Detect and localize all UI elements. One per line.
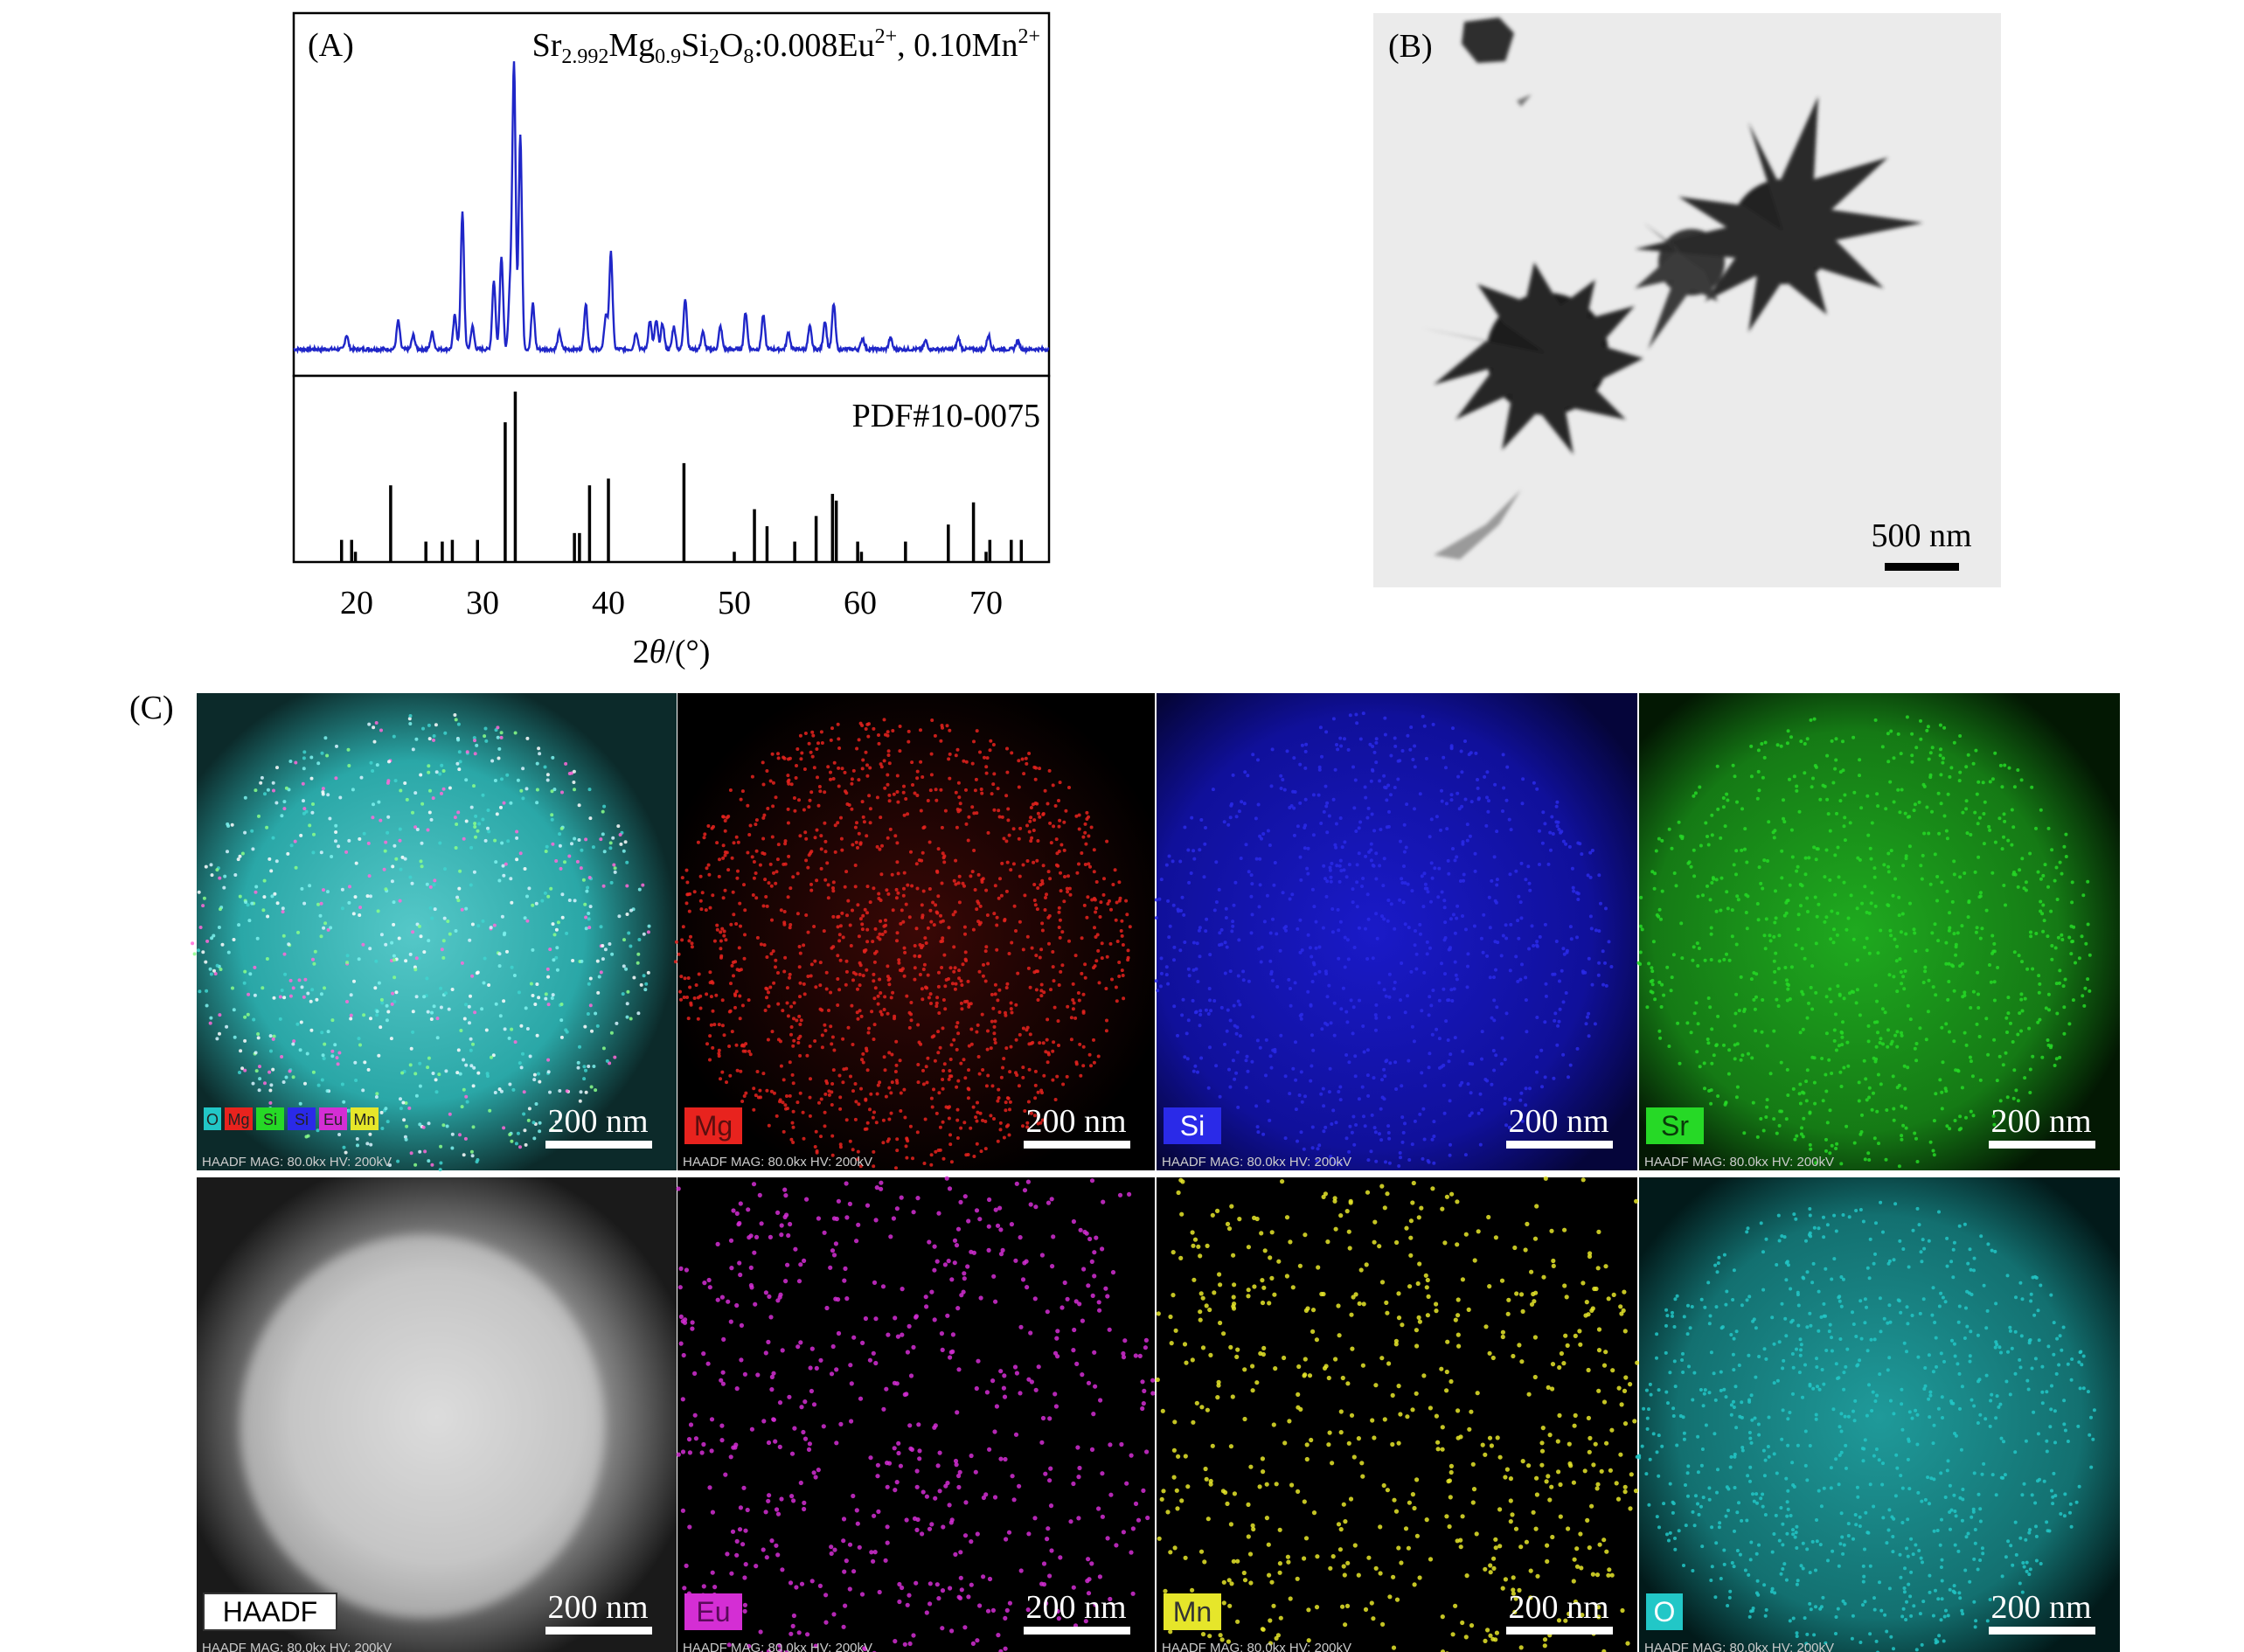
panel-a-label: (A) bbox=[308, 27, 354, 64]
element-tag bbox=[684, 1107, 742, 1144]
composite-legend-label: Mg bbox=[227, 1111, 249, 1128]
tem-scale-bar bbox=[1885, 563, 1959, 571]
element-tag bbox=[1646, 1107, 1704, 1144]
xrd-frame-bottom bbox=[292, 374, 1051, 564]
x-tick-label: 20 bbox=[340, 585, 373, 621]
scale-bar bbox=[545, 1141, 652, 1149]
x-axis-label: 2θ/(°) bbox=[633, 634, 711, 670]
scale-bar-label: 200 nm bbox=[1508, 1589, 1608, 1626]
x-tick-label: 70 bbox=[969, 585, 1003, 621]
composite-legend-label: Eu bbox=[323, 1111, 343, 1128]
element-tag bbox=[1164, 1593, 1221, 1630]
map-footer: HAADF MAG: 80.0kx HV: 200kV bbox=[1644, 1641, 1834, 1652]
map-footer: HAADF MAG: 80.0kx HV: 200kV bbox=[683, 1641, 872, 1652]
eds-map-si: Si 200 nm HAADF MAG: 80.0kx HV: 200kV bbox=[1154, 693, 1637, 1170]
scale-bar-label: 200 nm bbox=[1990, 1103, 2091, 1140]
x-tick-label: 30 bbox=[466, 585, 499, 621]
map-footer: HAADF MAG: 80.0kx HV: 200kV bbox=[202, 1155, 392, 1170]
x-tick-label: 50 bbox=[718, 585, 751, 621]
element-tag-label: Mn bbox=[1173, 1596, 1212, 1628]
eds-map-eu: Eu 200 nm HAADF MAG: 80.0kx HV: 200kV bbox=[676, 1176, 1156, 1652]
xrd-frame-top bbox=[292, 11, 1051, 378]
map-footer: HAADF MAG: 80.0kx HV: 200kV bbox=[202, 1641, 392, 1652]
eds-map-overlay: O Mg Si Si Eu Mn 200 nm HAADF MAG: 80.0kx HV: 2… bbox=[191, 693, 677, 1172]
element-tag-label: Si bbox=[1180, 1110, 1205, 1142]
sample-formula: Sr2.992Mg0.9Si2O8:0.008Eu2+, 0.10Mn2+ bbox=[532, 25, 1040, 68]
element-tag bbox=[1646, 1593, 1683, 1630]
reference-label: PDF#10-0075 bbox=[852, 398, 1040, 434]
element-tag bbox=[684, 1593, 742, 1630]
eds-map-haadf: HAADF 200 nm HAADF MAG: 80.0kx HV: 200kV bbox=[197, 1177, 677, 1652]
composite-legend-label: Si bbox=[295, 1111, 309, 1128]
element-tag-label: Eu bbox=[696, 1596, 730, 1628]
tem-scale-text: 500 nm bbox=[1871, 517, 1971, 554]
x-axis-ticks: 20 30 40 50 60 70 bbox=[340, 585, 1003, 621]
map-footer: HAADF MAG: 80.0kx HV: 200kV bbox=[1644, 1155, 1834, 1170]
composite-legend-label: Si bbox=[263, 1111, 277, 1128]
scale-bar-label: 200 nm bbox=[1025, 1589, 1126, 1626]
element-tag bbox=[1164, 1107, 1221, 1144]
panel-b-label: (B) bbox=[1388, 28, 1433, 65]
scale-bar bbox=[1989, 1141, 2095, 1149]
eds-map-mg: Mg 200 nm HAADF MAG: 80.0kx HV: 200kV bbox=[673, 693, 1155, 1170]
tem-scale-text-bg bbox=[1857, 511, 1988, 555]
panel-c: (C) O Mg Si Si Eu Mn 200 nm HAADF MAG: 80.0kx H… bbox=[129, 690, 2120, 1652]
map-footer: HAADF MAG: 80.0kx HV: 200kV bbox=[1162, 1641, 1351, 1652]
scale-bar bbox=[1506, 1141, 1613, 1149]
map-footer: HAADF MAG: 80.0kx HV: 200kV bbox=[1162, 1155, 1351, 1170]
scale-bar-label: 200 nm bbox=[1508, 1103, 1608, 1140]
scale-bar-label: 200 nm bbox=[1990, 1589, 2091, 1626]
map-footer: HAADF MAG: 80.0kx HV: 200kV bbox=[683, 1155, 872, 1170]
scale-bar bbox=[1506, 1627, 1613, 1635]
xrd-pattern-series bbox=[293, 61, 1050, 356]
element-tag-label: Sr bbox=[1661, 1110, 1689, 1142]
eds-map-grid: O Mg Si Si Eu Mn 200 nm HAADF MAG: 80.0kx HV: 2… bbox=[191, 693, 2120, 1652]
eds-map-sr: Sr 200 nm HAADF MAG: 80.0kx HV: 200kV bbox=[1636, 693, 2120, 1170]
scale-bar-label: 200 nm bbox=[547, 1103, 648, 1140]
composite-legend-label: Mn bbox=[353, 1111, 375, 1128]
x-tick-label: 60 bbox=[844, 585, 877, 621]
element-tag-label: O bbox=[1654, 1596, 1676, 1628]
element-tag-label: Mg bbox=[694, 1110, 733, 1142]
composite-legend-label: O bbox=[206, 1111, 219, 1128]
scale-bar bbox=[1024, 1141, 1130, 1149]
eds-map-mn: Mn 200 nm HAADF MAG: 80.0kx HV: 200kV bbox=[1155, 1176, 1640, 1652]
scale-bar bbox=[545, 1627, 652, 1635]
tem-particles bbox=[1421, 17, 1923, 559]
tem-image bbox=[1373, 13, 2001, 587]
panel-a: (A) Sr2.992Mg0.9Si2O8:0.008Eu2+, 0.10Mn2… bbox=[292, 11, 1051, 670]
eds-map-o: O 200 nm HAADF MAG: 80.0kx HV: 200kV bbox=[1635, 1177, 2120, 1652]
panel-c-label: (C) bbox=[129, 690, 174, 726]
scale-bar bbox=[1024, 1627, 1130, 1635]
scale-bar bbox=[1989, 1627, 2095, 1635]
reference-sticks-series bbox=[339, 392, 1024, 562]
panel-b: 500 nm (B) bbox=[1373, 13, 2001, 587]
scale-bar-label: 200 nm bbox=[547, 1589, 648, 1626]
element-tag-label: HAADF bbox=[223, 1596, 317, 1628]
element-tag bbox=[203, 1593, 337, 1631]
x-tick-label: 40 bbox=[592, 585, 625, 621]
xrd-pattern-line bbox=[293, 61, 1050, 356]
scale-bar-label: 200 nm bbox=[1025, 1103, 1126, 1140]
